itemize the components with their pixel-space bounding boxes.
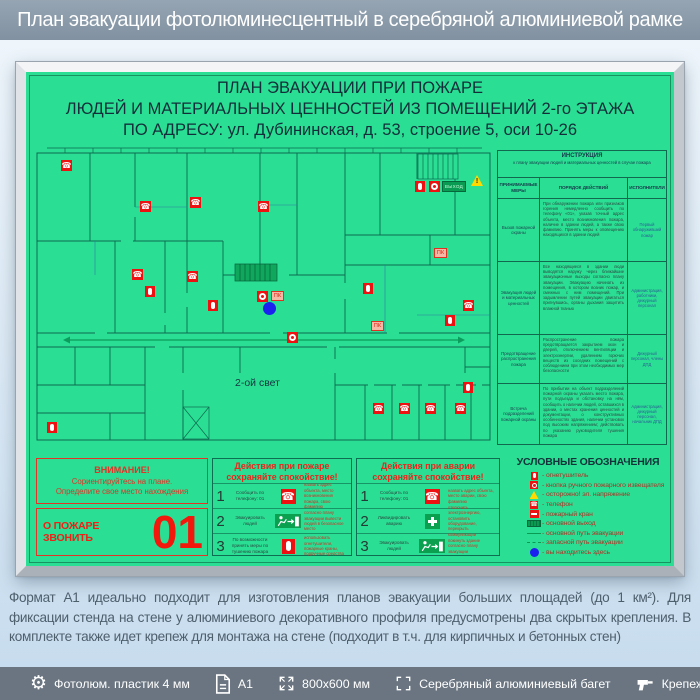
floor-label: 2-ой свет	[235, 377, 280, 389]
call-point-icon	[287, 332, 298, 343]
extinguisher-icon	[363, 283, 373, 294]
emergency-exit-icon	[419, 539, 445, 553]
column-header: ПРИНИМАЕМЫЕ МЕРЫ	[498, 178, 540, 198]
action-row: 3 Эвакуировать людей покинуть здание сог…	[357, 533, 499, 558]
warning-icon	[529, 490, 539, 499]
phone-icon	[530, 500, 538, 509]
table-row: Вызов пожарной охраны При обнаружении по…	[498, 198, 666, 261]
legend-item: - основной путь эвакуации	[508, 529, 668, 539]
fire-actions-panel: Действия при пожаре сохраняйте спокойств…	[212, 458, 352, 556]
mount-icon	[636, 676, 655, 692]
gear-icon: ⚙	[30, 672, 48, 694]
call-point-icon	[429, 181, 440, 192]
phone-icon	[455, 403, 466, 414]
spec-bar: ⚙ Фотолюм. пластик 4 мм А1 800х600 мм Се…	[0, 667, 700, 700]
banner: План эвакуации фотолюминесцентный в сере…	[0, 0, 700, 40]
instruction-title: ИНСТРУКЦИЯ	[561, 153, 603, 159]
call-number: 01	[151, 506, 203, 558]
call-point-icon	[257, 291, 268, 302]
size-icon	[278, 675, 295, 692]
you-are-here-icon	[263, 302, 276, 315]
plan-title-line3: ПО АДРЕСУ: ул. Дубининская, д. 53, строе…	[122, 121, 578, 139]
action-row: 1 Сообщить по телефону: 01 назвать адрес…	[357, 483, 499, 508]
legend-item: - вы находитесь здесь	[508, 548, 668, 558]
emergency-call-box: О ПОЖАРЕ ЗВОНИТЬ 01	[36, 508, 208, 556]
legend-item: - осторожно! эл. напряжение	[508, 490, 668, 500]
accident-actions-panel: Действия при аварии сохраняйте спокойств…	[356, 458, 500, 556]
extinguisher-icon	[463, 382, 473, 393]
plan-title: ПЛАН ЭВАКУАЦИИ ПРИ ПОЖАРЕ ЛЮДЕЙ И МАТЕРИ…	[26, 78, 674, 141]
warning-icon	[471, 175, 483, 186]
frame-icon	[395, 675, 412, 692]
extinguisher-icon	[281, 538, 295, 554]
extinguisher-icon	[445, 315, 455, 326]
phone-icon	[399, 403, 410, 414]
first-aid-icon	[424, 513, 440, 529]
phone-icon	[190, 197, 201, 208]
column-header: ПОРЯДОК ДЕЙСТВИЙ	[540, 178, 628, 198]
legend-item: - телефон	[508, 500, 668, 510]
attention-box: ВНИМАНИЕ! Сориентируйтесь на плане. Опре…	[36, 458, 208, 504]
action-row: 3 По возможности принять меры по тушению…	[213, 533, 351, 558]
phone-icon	[425, 403, 436, 414]
instruction-subtitle: к плану эвакуации людей и материальных ц…	[513, 160, 651, 165]
description-text: Формат А1 идеально подходит для изготовл…	[9, 590, 691, 644]
action-row: 1 Сообщить по телефону: 01 назвать адрес…	[213, 482, 351, 509]
main-route-icon	[527, 532, 541, 534]
table-row: Предотвращение распространения пожара Ра…	[498, 334, 666, 383]
legend-item: - запасной путь эвакуации	[508, 538, 668, 548]
background: ПЛАН ЭВАКУАЦИИ ПРИ ПОЖАРЕ ЛЮДЕЙ И МАТЕРИ…	[0, 40, 700, 667]
phone-icon	[463, 300, 474, 311]
plan-sheet: ПЛАН ЭВАКУАЦИИ ПРИ ПОЖАРЕ ЛЮДЕЙ И МАТЕРИ…	[26, 72, 674, 566]
spec-format: А1	[215, 673, 253, 694]
phone-icon	[187, 271, 198, 282]
spec-size: 800х600 мм	[278, 675, 370, 692]
column-header: ИСПОЛНИТЕЛИ	[629, 185, 665, 191]
banner-title: План эвакуации фотолюминесцентный в сере…	[17, 8, 683, 31]
exit-sign: ВЫХОД	[442, 181, 466, 192]
legend-item: - огнетушитель	[508, 471, 668, 481]
extinguisher-icon	[530, 471, 538, 480]
phone-icon	[373, 403, 384, 414]
extinguisher-icon	[208, 300, 218, 311]
spec-frame: Серебряный алюминиевый багет	[395, 675, 611, 692]
phone-icon	[140, 201, 151, 212]
table-row: Встреча подразделений пожарной охраны По…	[498, 383, 666, 444]
emergency-exit-icon	[275, 514, 301, 528]
phone-icon	[132, 269, 143, 280]
you-are-here-icon	[529, 548, 539, 558]
instruction-table: ИНСТРУКЦИЯ к плану эвакуации людей и мат…	[497, 150, 667, 445]
legend-item: - основной выход	[508, 519, 668, 529]
exit-icon	[527, 520, 541, 528]
plan-title-line1: ПЛАН ЭВАКУАЦИИ ПРИ ПОЖАРЕ	[216, 79, 484, 97]
table-row: Эвакуация людей и материальных ценностей…	[498, 261, 666, 334]
legend-item: - кнопка ручного пожарного извещателя	[508, 481, 668, 491]
phone-icon	[258, 201, 269, 212]
fire-hydrant-icon: ПК	[371, 321, 384, 331]
reserve-route-icon	[527, 542, 541, 544]
legend-item: - пожарный кран	[508, 509, 668, 519]
action-row: 2 Эвакуировать людей согласно плану эвак…	[213, 508, 351, 533]
plan-title-line2: ЛЮДЕЙ И МАТЕРИАЛЬНЫХ ЦЕННОСТЕЙ ИЗ ПОМЕЩЕ…	[65, 100, 635, 118]
plan-frame: ПЛАН ЭВАКУАЦИИ ПРИ ПОЖАРЕ ЛЮДЕЙ И МАТЕРИ…	[15, 61, 685, 577]
action-row: 2 Ликвидировать аварию отключить электро…	[357, 505, 499, 537]
extinguisher-icon	[145, 286, 155, 297]
fire-hydrant-icon: ПК	[434, 248, 447, 258]
call-label: О ПОЖАРЕ ЗВОНИТЬ	[43, 520, 100, 544]
extinguisher-icon	[415, 181, 425, 192]
call-point-icon	[530, 481, 538, 490]
legend-title: УСЛОВНЫЕ ОБОЗНАЧЕНИЯ	[516, 456, 660, 468]
sheet-icon	[215, 673, 231, 694]
legend-panel: УСЛОВНЫЕ ОБОЗНАЧЕНИЯ - огнетушитель - кн…	[508, 456, 668, 558]
fire-hydrant-icon	[529, 510, 539, 519]
spec-mount: Крепеж	[636, 676, 700, 692]
spec-material: ⚙ Фотолюм. пластик 4 мм	[30, 672, 190, 694]
phone-icon	[61, 160, 72, 171]
phone-icon	[280, 488, 296, 504]
fire-hydrant-icon: ПК	[271, 291, 284, 301]
floor-plan: ПК ПК ПК ВЫХОД 2-ой свет	[35, 145, 492, 455]
extinguisher-icon	[47, 422, 57, 433]
phone-icon	[424, 488, 440, 504]
